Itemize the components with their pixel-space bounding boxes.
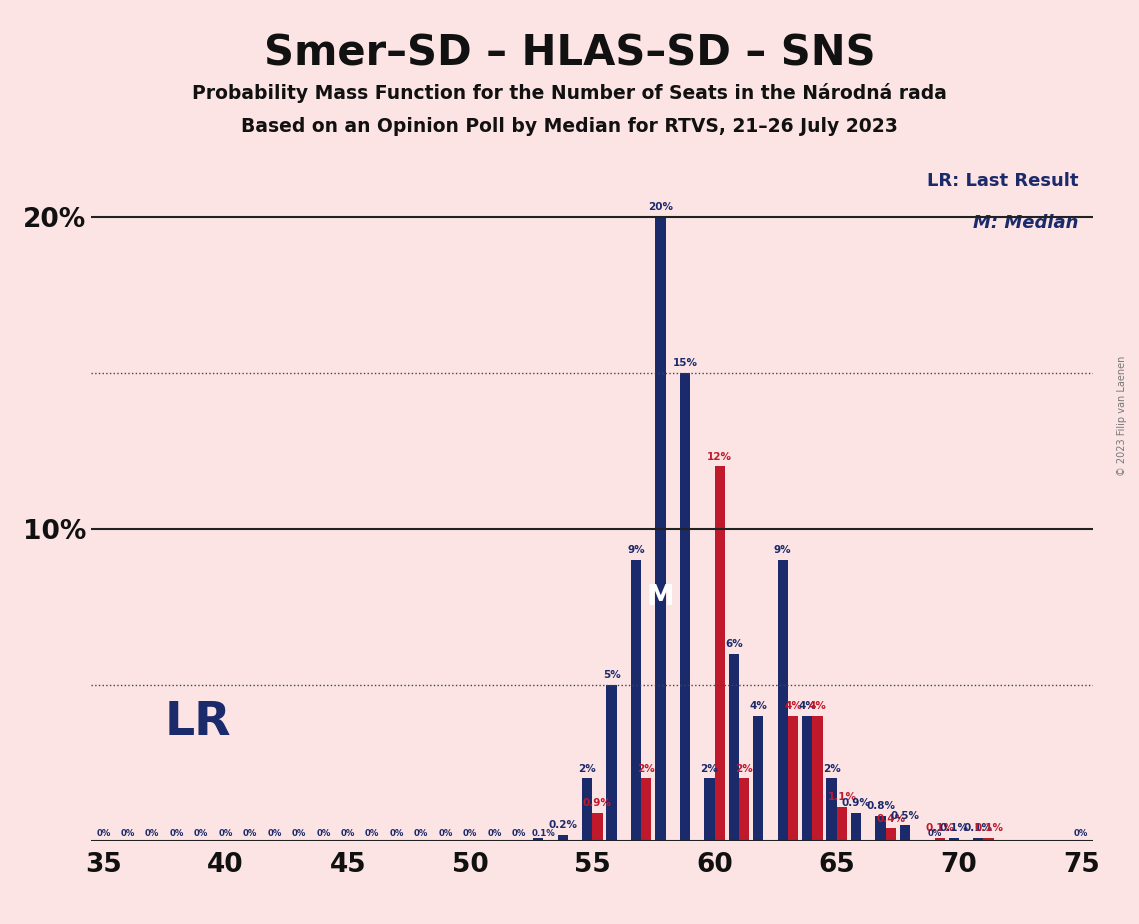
Bar xyxy=(802,716,812,841)
Text: 0%: 0% xyxy=(96,830,110,838)
Bar xyxy=(973,838,983,841)
Text: 4%: 4% xyxy=(809,701,827,711)
Bar xyxy=(886,828,896,841)
Bar xyxy=(592,813,603,841)
Bar xyxy=(729,653,739,841)
Bar xyxy=(851,813,861,841)
Bar xyxy=(739,778,749,841)
Bar xyxy=(558,834,568,841)
Text: 0%: 0% xyxy=(121,830,136,838)
Text: Based on an Opinion Poll by Median for RTVS, 21–26 July 2023: Based on an Opinion Poll by Median for R… xyxy=(241,117,898,137)
Text: 0%: 0% xyxy=(413,830,428,838)
Text: 0%: 0% xyxy=(462,830,477,838)
Text: 0.2%: 0.2% xyxy=(548,820,577,830)
Bar xyxy=(606,685,616,841)
Text: 0%: 0% xyxy=(219,830,232,838)
Text: 9%: 9% xyxy=(628,545,645,555)
Bar xyxy=(778,560,788,841)
Text: 0.9%: 0.9% xyxy=(583,798,612,808)
Text: 2%: 2% xyxy=(735,764,753,773)
Text: 4%: 4% xyxy=(798,701,817,711)
Text: 0.1%: 0.1% xyxy=(940,823,968,833)
Bar xyxy=(788,716,798,841)
Text: 0.1%: 0.1% xyxy=(974,823,1003,833)
Bar xyxy=(655,216,665,841)
Bar xyxy=(753,716,763,841)
Text: 4%: 4% xyxy=(784,701,802,711)
Bar xyxy=(641,778,652,841)
Text: 0%: 0% xyxy=(366,830,379,838)
Text: 0%: 0% xyxy=(511,830,526,838)
Text: 0%: 0% xyxy=(341,830,355,838)
Text: 2%: 2% xyxy=(638,764,655,773)
Text: 0%: 0% xyxy=(439,830,453,838)
Text: 0%: 0% xyxy=(927,830,942,838)
Bar xyxy=(837,807,847,841)
Bar xyxy=(934,838,945,841)
Text: 0%: 0% xyxy=(390,830,404,838)
Text: LR: LR xyxy=(164,699,231,745)
Text: 1.1%: 1.1% xyxy=(827,792,857,802)
Bar xyxy=(704,778,714,841)
Bar xyxy=(827,778,837,841)
Text: 12%: 12% xyxy=(707,452,732,462)
Bar xyxy=(631,560,641,841)
Text: 0.5%: 0.5% xyxy=(891,810,919,821)
Text: © 2023 Filip van Laenen: © 2023 Filip van Laenen xyxy=(1117,356,1126,476)
Text: Smer–SD – HLAS–SD – SNS: Smer–SD – HLAS–SD – SNS xyxy=(264,32,875,74)
Text: 0%: 0% xyxy=(292,830,306,838)
Text: Probability Mass Function for the Number of Seats in the Národná rada: Probability Mass Function for the Number… xyxy=(192,83,947,103)
Text: 6%: 6% xyxy=(724,638,743,649)
Bar xyxy=(680,372,690,841)
Bar xyxy=(900,825,910,841)
Text: 2%: 2% xyxy=(700,764,719,773)
Text: 0%: 0% xyxy=(1074,830,1089,838)
Text: 0.9%: 0.9% xyxy=(842,798,870,808)
Text: 2%: 2% xyxy=(822,764,841,773)
Text: 0%: 0% xyxy=(268,830,281,838)
Text: 0%: 0% xyxy=(194,830,208,838)
Text: 2%: 2% xyxy=(579,764,596,773)
Bar xyxy=(983,838,993,841)
Text: 9%: 9% xyxy=(773,545,792,555)
Text: 0.4%: 0.4% xyxy=(876,814,906,823)
Text: LR: Last Result: LR: Last Result xyxy=(927,172,1079,190)
Text: 0.8%: 0.8% xyxy=(866,801,895,811)
Text: M: Median: M: Median xyxy=(973,213,1079,232)
Text: M: M xyxy=(647,583,674,612)
Text: 0.1%: 0.1% xyxy=(532,830,555,838)
Text: 0%: 0% xyxy=(145,830,159,838)
Text: 4%: 4% xyxy=(749,701,768,711)
Text: 0%: 0% xyxy=(487,830,501,838)
Text: 20%: 20% xyxy=(648,201,673,212)
Text: 0.1%: 0.1% xyxy=(925,823,954,833)
Bar xyxy=(582,778,592,841)
Text: 0%: 0% xyxy=(317,830,330,838)
Bar xyxy=(876,816,886,841)
Bar xyxy=(533,838,543,841)
Text: 0%: 0% xyxy=(170,830,183,838)
Text: 0%: 0% xyxy=(243,830,257,838)
Text: 0.1%: 0.1% xyxy=(964,823,993,833)
Bar xyxy=(812,716,822,841)
Text: 15%: 15% xyxy=(672,358,697,368)
Bar xyxy=(714,467,724,841)
Text: 5%: 5% xyxy=(603,670,621,680)
Bar xyxy=(949,838,959,841)
